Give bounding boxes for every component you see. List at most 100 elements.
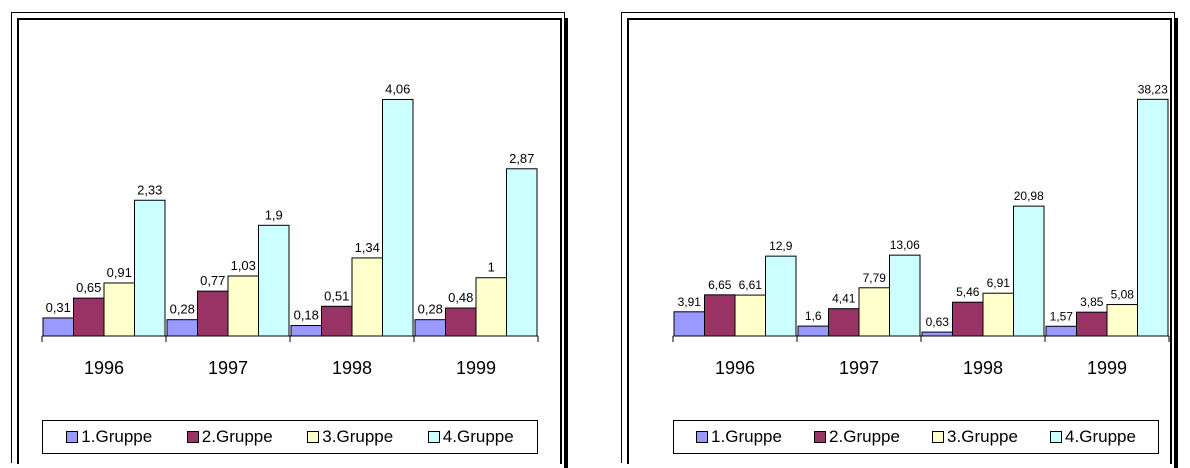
- data-label: 2,33: [137, 182, 162, 197]
- bar-1-gruppe-1996: [42, 317, 74, 337]
- data-label: 4,06: [385, 81, 410, 96]
- bar-4-gruppe-1997: [889, 254, 921, 337]
- legend-label: 2.Gruppe: [201, 427, 273, 446]
- x-tick-label: 1997: [839, 358, 879, 378]
- data-label: 38,23: [1138, 82, 1168, 96]
- data-label: 4,41: [832, 292, 856, 306]
- legend-left: 1.Gruppe 2.Gruppe 3.Gruppe 4.Gruppe: [42, 420, 538, 454]
- bar-4-gruppe-1996: [765, 255, 797, 337]
- legend-swatch: [696, 431, 709, 443]
- bar-2-gruppe-1996: [704, 294, 736, 337]
- data-label: 0,51: [324, 288, 349, 303]
- x-tick-label: 1996: [84, 358, 124, 378]
- chart-panel-left: 0,31 0,28 0,18 0,28 0,65 0,77 0,51 0,48 0,91 1,03…: [11, 12, 569, 468]
- data-label: 2,87: [509, 151, 534, 166]
- legend-item: 2.Gruppe: [186, 427, 273, 447]
- data-label: 12,9: [769, 239, 793, 253]
- bar-2-gruppe-1997: [197, 290, 229, 337]
- bar-1-gruppe-1997: [797, 325, 829, 337]
- data-label: 7,79: [863, 271, 887, 285]
- bar-3-gruppe-1997: [858, 287, 890, 337]
- data-label: 5,46: [956, 285, 980, 299]
- legend-label: 4.Gruppe: [442, 427, 514, 446]
- legend-label: 2.Gruppe: [829, 427, 900, 446]
- bar-chart-right: 3,91 1,6 0,63 1,57 6,65 4,41 5,46 3,85 6,61 7,79 6…: [672, 82, 1170, 378]
- chart-frame-inner: [627, 18, 1172, 464]
- bar-2-gruppe-1998: [321, 305, 353, 337]
- data-label: 1: [488, 260, 495, 275]
- data-label: 1,34: [355, 240, 380, 255]
- data-label: 0,48: [448, 290, 473, 305]
- data-label: 6,61: [739, 278, 763, 292]
- legend-swatch: [814, 431, 827, 443]
- legend-item: 1.Gruppe: [696, 427, 782, 447]
- chart-frame: [621, 12, 1175, 463]
- data-label: 0,63: [926, 315, 950, 329]
- bar-1-gruppe-1998: [921, 331, 953, 337]
- bar-1-gruppe-1999: [414, 319, 446, 337]
- data-label: 0,65: [76, 280, 101, 295]
- data-label: 6,91: [987, 276, 1011, 290]
- bar-3-gruppe-1999: [1106, 304, 1138, 337]
- bar-3-gruppe-1996: [103, 282, 135, 337]
- legend-label: 1.Gruppe: [711, 427, 782, 446]
- bar-1-gruppe-1999: [1045, 325, 1077, 337]
- panel-shadow: [564, 18, 568, 468]
- bar-3-gruppe-1997: [227, 275, 259, 337]
- data-label: 13,06: [890, 238, 920, 252]
- bar-3-gruppe-1998: [351, 257, 383, 337]
- data-label: 0,18: [294, 308, 319, 323]
- x-tick-label: 1999: [456, 358, 496, 378]
- bar-2-gruppe-1998: [952, 301, 984, 337]
- legend-label: 3.Gruppe: [947, 427, 1018, 446]
- bar-3-gruppe-1999: [475, 277, 507, 337]
- bar-2-gruppe-1996: [73, 297, 105, 337]
- legend-label: 4.Gruppe: [1065, 427, 1136, 446]
- bar-4-gruppe-1996: [134, 199, 166, 337]
- data-label: 0,77: [200, 273, 225, 288]
- data-label: 0,28: [418, 302, 443, 317]
- bar-4-gruppe-1997: [258, 224, 290, 337]
- legend-item: 1.Gruppe: [66, 427, 152, 447]
- legend-swatch: [932, 431, 945, 443]
- data-label: 5,08: [1111, 288, 1135, 302]
- data-label: 1,6: [805, 309, 822, 323]
- data-label: 0,28: [170, 302, 195, 317]
- legend-item: 4.Gruppe: [427, 427, 514, 447]
- x-tick-label: 1996: [715, 358, 755, 378]
- data-label: 1,9: [265, 207, 283, 222]
- bar-chart-left: 0,31 0,28 0,18 0,28 0,65 0,77 0,51 0,48 0,91 1,03…: [41, 81, 539, 378]
- legend-item: 4.Gruppe: [1050, 427, 1136, 447]
- legend-swatch: [307, 431, 320, 443]
- data-label: 3,91: [678, 295, 702, 309]
- legend-swatch: [427, 431, 440, 443]
- bar-2-gruppe-1999: [445, 307, 477, 337]
- data-label: 20,98: [1014, 189, 1044, 203]
- panel-shadow: [1174, 18, 1178, 468]
- data-label: 1,57: [1050, 309, 1074, 323]
- bar-3-gruppe-1998: [982, 292, 1014, 337]
- data-label: 3,85: [1080, 295, 1104, 309]
- legend-item: 2.Gruppe: [814, 427, 900, 447]
- x-tick-label: 1998: [332, 358, 372, 378]
- x-tick-label: 1997: [208, 358, 248, 378]
- bar-1-gruppe-1996: [673, 311, 705, 337]
- legend-swatch: [186, 431, 199, 443]
- chart-panel-right: 3,91 1,6 0,63 1,57 6,65 4,41 5,46 3,85 6,61 7,79 6…: [621, 12, 1179, 468]
- data-label: 1,03: [231, 258, 256, 273]
- legend-swatch: [1050, 431, 1063, 443]
- chart-frame-inner: [17, 18, 562, 464]
- legend-item: 3.Gruppe: [307, 427, 393, 447]
- bar-4-gruppe-1999: [506, 168, 538, 337]
- bar-1-gruppe-1998: [290, 325, 322, 337]
- bar-1-gruppe-1997: [166, 319, 198, 337]
- bar-4-gruppe-1998: [382, 98, 414, 337]
- legend-right: 1.Gruppe 2.Gruppe 3.Gruppe 4.Gruppe: [673, 420, 1159, 454]
- legend-swatch: [66, 431, 79, 443]
- x-tick-label: 1998: [963, 358, 1003, 378]
- legend-label: 1.Gruppe: [81, 427, 153, 446]
- data-label: 0,91: [107, 265, 132, 280]
- legend-label: 3.Gruppe: [322, 427, 394, 446]
- data-label: 0,31: [46, 300, 71, 315]
- bar-2-gruppe-1999: [1076, 311, 1108, 337]
